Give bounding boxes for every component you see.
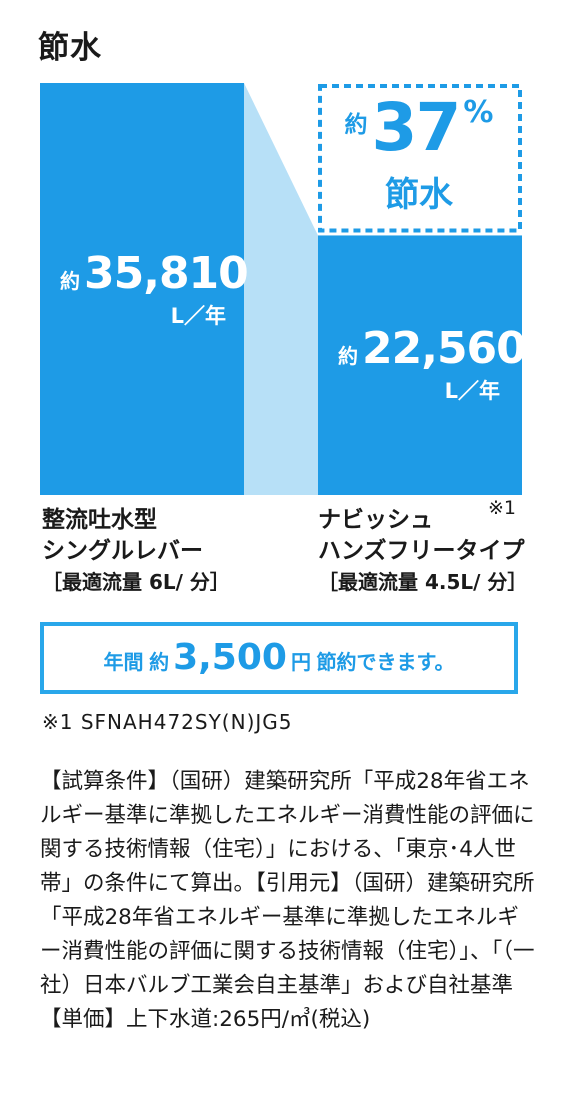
bar-2-label-line-1: ナビッシュ (318, 507, 433, 533)
savings-value: 3,500 (173, 637, 287, 678)
footnote-model-number: ※1 SFNAH472SY(N)JG5 (42, 710, 293, 734)
bar-1-unit: L／年 (170, 304, 226, 328)
connector-band (244, 83, 318, 495)
bar-1-value: 35,810 (84, 248, 249, 299)
callout-percent-value: 37 (371, 89, 462, 166)
bar-2-label-line-2: ハンズフリータイプ (318, 538, 525, 564)
callout-prefix: 約 (344, 112, 368, 138)
annual-savings-box: 年間 約 3,500 円 節約できます。 (40, 622, 518, 694)
bar-chart (40, 83, 522, 495)
savings-suffix: 節約できます。 (316, 650, 455, 674)
bar-2-value-label: 約22,560 (338, 323, 527, 374)
savings-approx: 約 (149, 650, 170, 674)
bar-2-unit: L／年 (444, 379, 500, 403)
bar-2-value: 22,560 (362, 323, 527, 374)
bar-2-note-mark: ※1 (488, 497, 517, 519)
bar-1-prefix: 約 (60, 269, 80, 293)
bar-1-category-label: 整流吐水型 シングルレバー ［最適流量 6L/ 分］ (42, 505, 230, 598)
bar-1-label-line-2: シングルレバー (42, 538, 203, 564)
bar-1-label-line-1: 整流吐水型 (42, 507, 157, 533)
savings-unit: 円 (290, 650, 311, 674)
bar-2-prefix: 約 (338, 344, 358, 368)
calculation-conditions: 【試算条件】（国研）建築研究所「平成28年省エネルギー基準に準拠したエネルギー消… (40, 769, 535, 1032)
bar-1-value-label: 約35,810 (60, 248, 249, 299)
section-title: 節水 (38, 30, 102, 66)
bar-1-flow-rate: ［最適流量 6L/ 分］ (42, 570, 230, 594)
bar-1 (40, 83, 244, 495)
savings-callout: 約37% 節水 (318, 85, 520, 219)
bar-2-category-label: ナビッシュ ハンズフリータイプ ［最適流量 4.5L/ 分］ (318, 505, 527, 598)
savings-prefix: 年間 (103, 650, 144, 674)
callout-dashed-frame (318, 84, 522, 233)
bar-2-flow-rate: ［最適流量 4.5L/ 分］ (318, 570, 528, 594)
callout-label: 節水 (385, 175, 453, 215)
bar-2 (318, 235, 522, 495)
callout-percent-sign: % (463, 95, 494, 130)
